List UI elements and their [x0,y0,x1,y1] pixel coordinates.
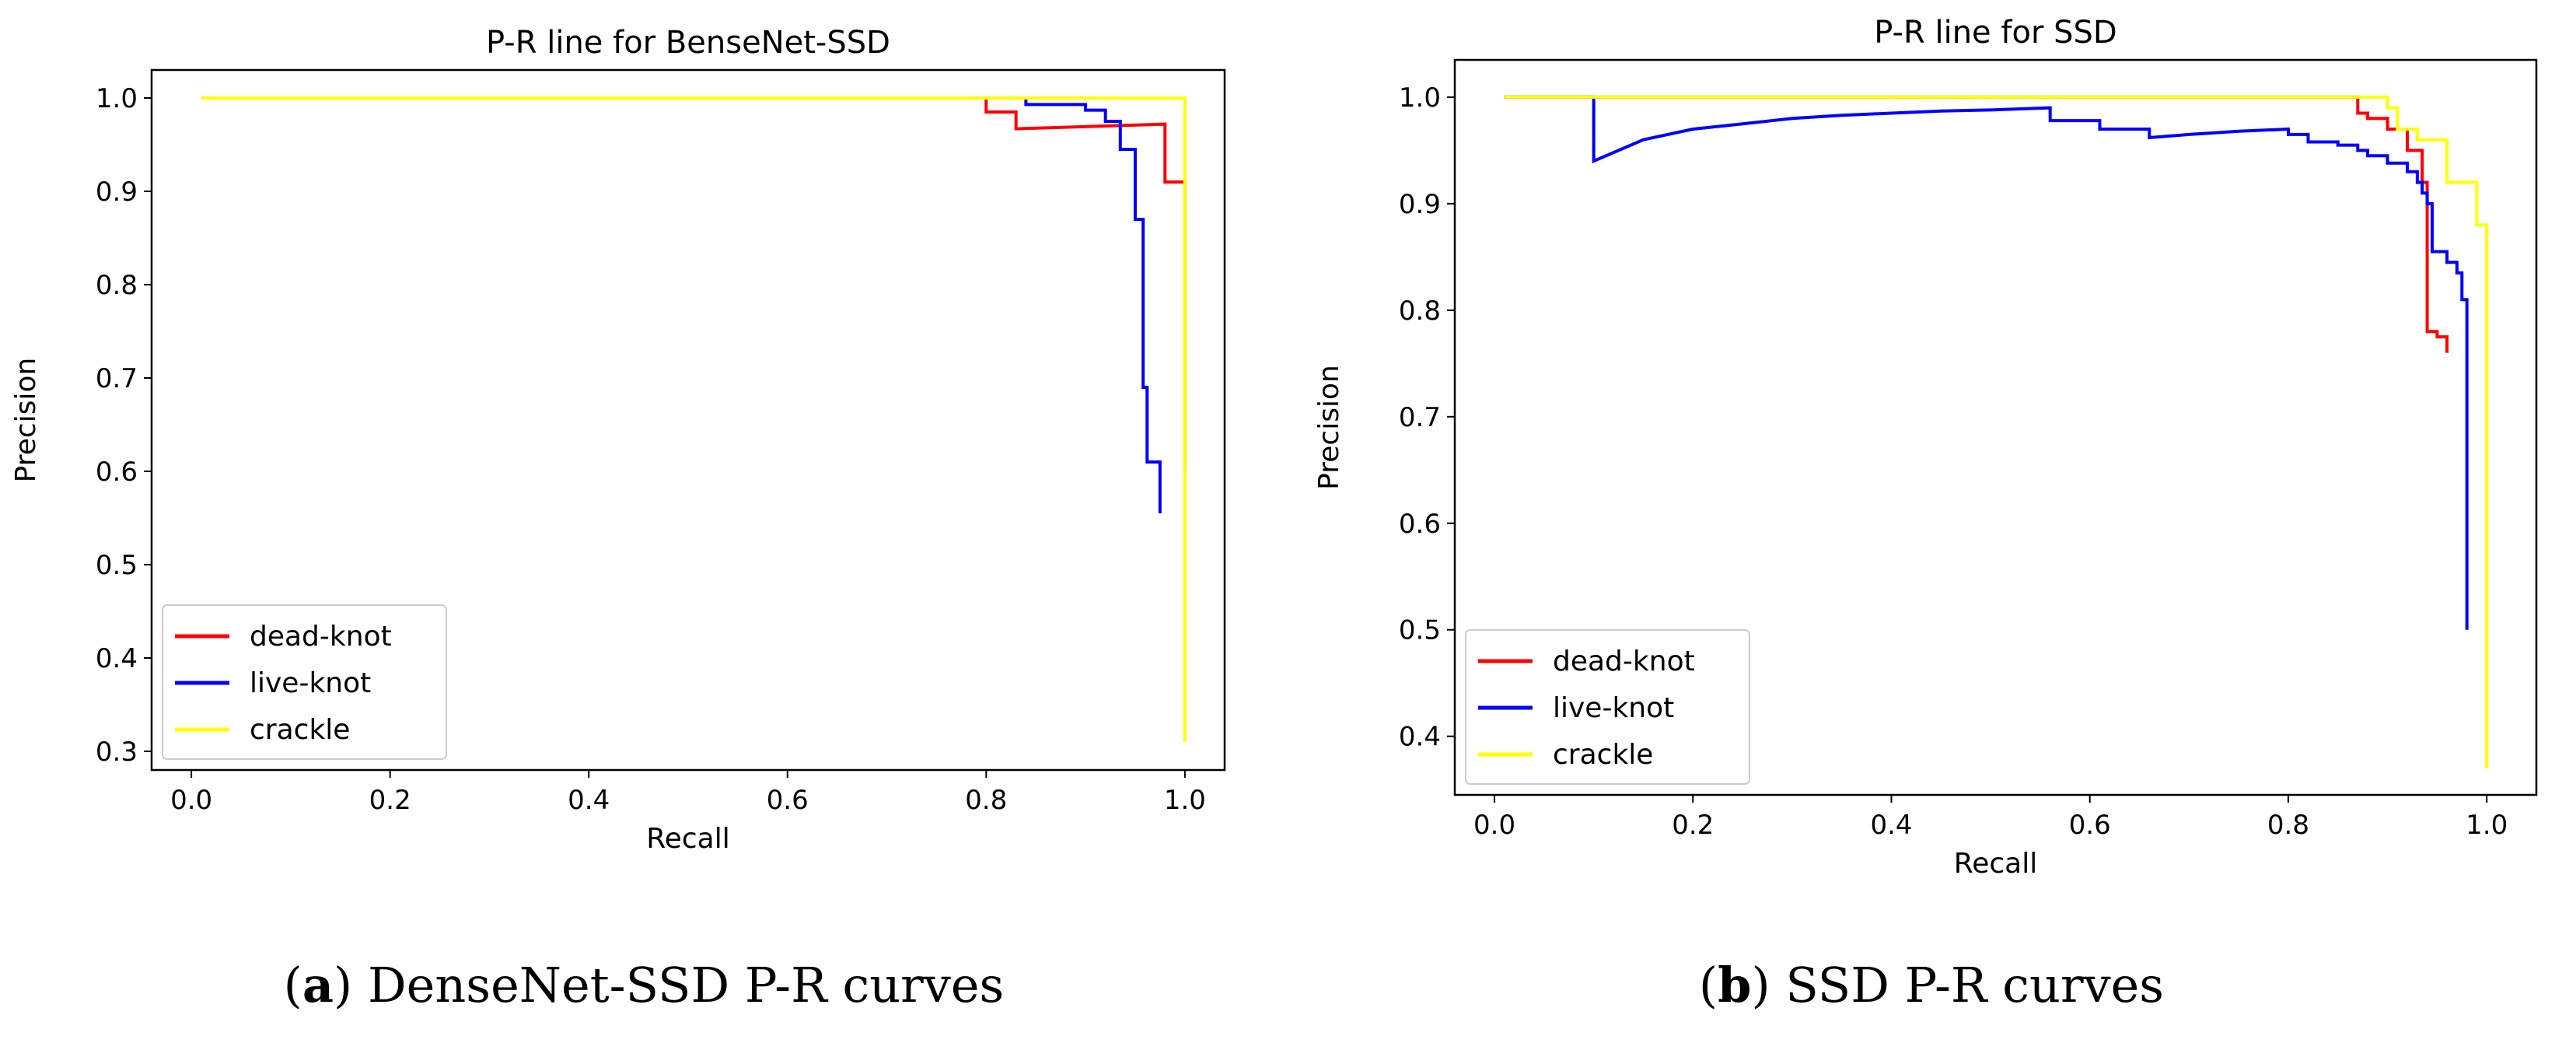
legend-box [1465,629,1750,785]
x-tick-label: 0.0 [170,785,212,816]
legend-label-crackle: crackle [1553,739,1653,771]
y-axis-label: Precision [10,358,42,483]
x-tick-label: 0.4 [1870,810,1912,841]
plot-frame [1453,58,2538,796]
y-tick-label: 0.3 [96,737,138,768]
series-group [201,96,1187,742]
x-tick-label: 0.8 [965,785,1007,816]
y-tick-label: 1.0 [96,83,138,114]
legend-label-dead-knot: dead-knot [1553,646,1695,677]
y-axis-label: Precision [1313,365,1345,490]
legend-label-live-knot: live-knot [250,667,371,699]
x-tick-label: 0.8 [2267,810,2309,841]
legend-box [162,604,447,760]
caption-a: (a) DenseNet-SSD P-R curves [283,957,1005,1013]
x-tick-label: 0.2 [369,785,411,816]
series-line-live-knot [201,96,1162,513]
legend-label-dead-knot: dead-knot [250,621,392,653]
y-tick-label: 0.5 [96,550,138,581]
caption-b: (b) SSD P-R curves [1698,957,2165,1013]
figure-b: P-R line for SSD 0.0 0.2 0.4 0.6 0.8 1.0 0.4 0.5… [1288,0,2575,1050]
caption-a-letter: a [302,957,334,1013]
caption-b-letter: b [1718,957,1752,1013]
chart-densenet-ssd: P-R line for BenseNet-SSD 0.0 0.2 0.4 0.6 0.8… [10,25,1226,855]
x-axis-label: Recall [1954,848,2037,880]
x-tick-label: 0.2 [1672,810,1714,841]
x-tick-label: 0.6 [2069,810,2111,841]
x-tick-label: 0.6 [767,785,809,816]
y-tick-label: 1.0 [1399,82,1441,114]
y-tick-label: 0.4 [96,643,138,674]
y-tick-label: 0.7 [1399,402,1441,433]
legend-label-crackle: crackle [250,714,350,746]
legend-label-live-knot: live-knot [1553,692,1674,724]
series-line-live-knot [1504,95,2469,630]
y-tick-label: 0.4 [1399,722,1441,753]
chart-title: P-R line for BenseNet-SSD [486,25,890,61]
figure-a: P-R line for BenseNet-SSD 0.0 0.2 0.4 0.6 0.8… [10,25,1226,1013]
y-tick-label: 0.6 [1399,509,1441,540]
y-tick-label: 0.9 [1399,189,1441,220]
x-tick-label: 0.0 [1473,810,1515,841]
y-tick-label: 0.6 [96,457,138,488]
legend: dead-knot live-knot crackle [1465,629,1750,785]
x-tick-label: 1.0 [1164,785,1206,816]
series-line-dead-knot [1504,95,2449,353]
y-tick-label: 0.7 [96,363,138,394]
series-group [1504,95,2489,768]
legend: dead-knot live-knot crackle [162,604,447,760]
chart-title: P-R line for SSD [1874,15,2116,51]
x-tick-label: 0.4 [568,785,610,816]
x-tick-label: 1.0 [2466,810,2508,841]
y-tick-label: 0.9 [96,177,138,208]
caption-a-text: DenseNet-SSD P-R curves [367,957,1005,1013]
y-tick-label: 0.8 [96,270,138,301]
series-line-crackle [1504,95,2489,768]
chart-ssd: P-R line for SSD 0.0 0.2 0.4 0.6 0.8 1.0 0.4 0.5… [1313,15,2538,880]
series-line-crackle [201,96,1187,742]
plot-frame [150,68,1226,772]
y-tick-label: 0.5 [1399,615,1441,646]
caption-b-text: SSD P-R curves [1785,957,2165,1013]
series-line-dead-knot [201,96,1187,471]
y-tick-label: 0.8 [1399,296,1441,327]
x-axis-label: Recall [646,823,729,855]
